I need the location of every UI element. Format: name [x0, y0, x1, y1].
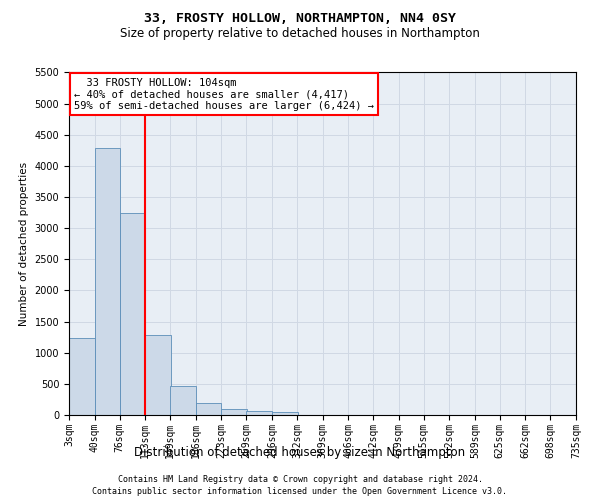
Text: 33, FROSTY HOLLOW, NORTHAMPTON, NN4 0SY: 33, FROSTY HOLLOW, NORTHAMPTON, NN4 0SY [144, 12, 456, 26]
Bar [221, 410, 247, 415]
Text: Contains public sector information licensed under the Open Government Licence v3: Contains public sector information licen… [92, 486, 508, 496]
Bar [95, 148, 120, 415]
Bar [69, 338, 95, 415]
Y-axis label: Number of detached properties: Number of detached properties [19, 162, 29, 326]
Bar [170, 386, 196, 415]
Bar [196, 402, 221, 415]
Bar [272, 412, 298, 415]
Bar [145, 336, 171, 415]
Text: 33 FROSTY HOLLOW: 104sqm  
← 40% of detached houses are smaller (4,417)
59% of s: 33 FROSTY HOLLOW: 104sqm ← 40% of detach… [74, 78, 374, 111]
Bar [119, 212, 145, 415]
Bar [247, 410, 272, 415]
Text: Size of property relative to detached houses in Northampton: Size of property relative to detached ho… [120, 28, 480, 40]
Text: Distribution of detached houses by size in Northampton: Distribution of detached houses by size … [134, 446, 466, 459]
Text: Contains HM Land Registry data © Crown copyright and database right 2024.: Contains HM Land Registry data © Crown c… [118, 474, 482, 484]
